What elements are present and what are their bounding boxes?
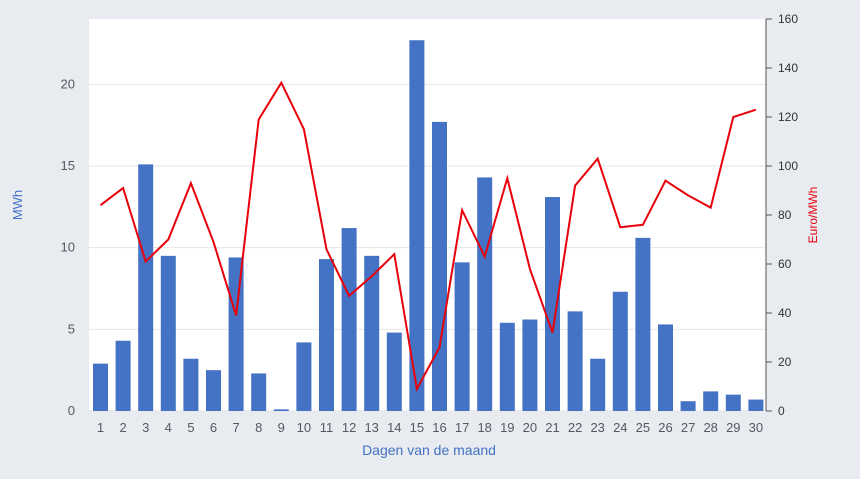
bar-day-17 — [454, 262, 470, 411]
bar-day-22 — [567, 311, 583, 411]
x-tick-label: 23 — [590, 420, 604, 435]
right-tick-label: 20 — [778, 355, 792, 369]
bar-day-18 — [477, 177, 493, 411]
right-tick-label: 40 — [778, 306, 792, 320]
bar-day-9 — [273, 409, 289, 411]
x-tick-label: 22 — [568, 420, 582, 435]
x-tick-label: 16 — [432, 420, 446, 435]
left-tick-label: 20 — [61, 76, 75, 91]
bar-day-2 — [115, 340, 131, 411]
bar-day-5 — [183, 358, 199, 411]
x-tick-label: 12 — [342, 420, 356, 435]
x-tick-label: 26 — [658, 420, 672, 435]
right-tick-label: 100 — [778, 159, 798, 173]
x-tick-label: 29 — [726, 420, 740, 435]
bar-day-4 — [160, 255, 176, 411]
left-axis-ticks: 0 5 10 15 20 — [61, 76, 75, 418]
bar-day-8 — [251, 373, 267, 411]
left-axis-title: MWh — [10, 190, 25, 220]
x-tick-label: 9 — [278, 420, 285, 435]
x-tick-label: 3 — [142, 420, 149, 435]
left-tick-label: 10 — [61, 240, 75, 255]
x-tick-label: 24 — [613, 420, 627, 435]
x-tick-label: 19 — [500, 420, 514, 435]
x-tick-label: 30 — [749, 420, 763, 435]
x-tick-label: 25 — [636, 420, 650, 435]
right-tick-label: 0 — [778, 404, 785, 418]
bar-day-24 — [612, 291, 628, 411]
x-axis-title: Dagen van de maand — [362, 442, 496, 458]
right-tick-label: 80 — [778, 208, 792, 222]
x-tick-label: 5 — [187, 420, 194, 435]
bar-day-6 — [206, 370, 221, 411]
bar-day-21 — [545, 197, 560, 411]
x-tick-label: 27 — [681, 420, 695, 435]
x-tick-label: 15 — [410, 420, 424, 435]
x-tick-label: 2 — [119, 420, 126, 435]
x-axis-ticks: 1 2 3 4 5 6 7 8 9 10 11 12 13 14 15 16 17 18 19 20 21 22 23 24 2… — [97, 420, 763, 435]
x-tick-label: 21 — [545, 420, 559, 435]
x-tick-label: 10 — [297, 420, 311, 435]
x-tick-label: 18 — [477, 420, 491, 435]
bar-series — [93, 40, 764, 412]
right-tick-label: 120 — [778, 110, 798, 124]
x-tick-label: 8 — [255, 420, 262, 435]
x-tick-label: 17 — [455, 420, 469, 435]
bar-day-28 — [703, 391, 719, 411]
gridlines — [89, 83, 766, 412]
x-tick-label: 28 — [703, 420, 717, 435]
x-tick-label: 20 — [523, 420, 537, 435]
x-tick-label: 11 — [320, 420, 334, 435]
right-tick-label: 160 — [778, 12, 798, 26]
bar-day-26 — [658, 324, 673, 411]
bar-day-12 — [341, 228, 357, 411]
x-tick-label: 1 — [97, 420, 104, 435]
bar-day-19 — [499, 322, 515, 411]
right-tick-label: 60 — [778, 257, 792, 271]
bar-day-29 — [725, 394, 741, 411]
x-tick-label: 14 — [387, 420, 401, 435]
left-tick-label: 0 — [68, 403, 75, 418]
bar-day-20 — [522, 319, 538, 411]
bar-day-1 — [93, 363, 108, 411]
bar-day-3 — [138, 164, 154, 411]
x-tick-label: 7 — [232, 420, 239, 435]
x-tick-label: 13 — [364, 420, 378, 435]
bar-day-10 — [296, 342, 312, 411]
bar-day-11 — [319, 259, 334, 411]
bar-day-23 — [590, 358, 606, 411]
bar-day-7 — [228, 257, 244, 411]
bar-day-16 — [432, 121, 447, 412]
bar-day-15 — [409, 40, 425, 411]
bar-day-25 — [635, 237, 651, 411]
bar-day-27 — [680, 401, 696, 411]
right-axis-title: Euro/MWh — [806, 187, 820, 244]
bar-day-30 — [748, 399, 764, 411]
left-tick-label: 5 — [68, 321, 75, 336]
left-tick-label: 15 — [61, 158, 75, 173]
x-tick-label: 6 — [210, 420, 217, 435]
bar-day-14 — [386, 332, 402, 411]
right-axis-ticks: 0 20 40 60 80 100 120 140 160 — [766, 12, 798, 418]
x-tick-label: 4 — [165, 420, 172, 435]
right-tick-label: 140 — [778, 61, 798, 75]
bar-day-13 — [364, 255, 380, 411]
price-line — [99, 80, 757, 392]
